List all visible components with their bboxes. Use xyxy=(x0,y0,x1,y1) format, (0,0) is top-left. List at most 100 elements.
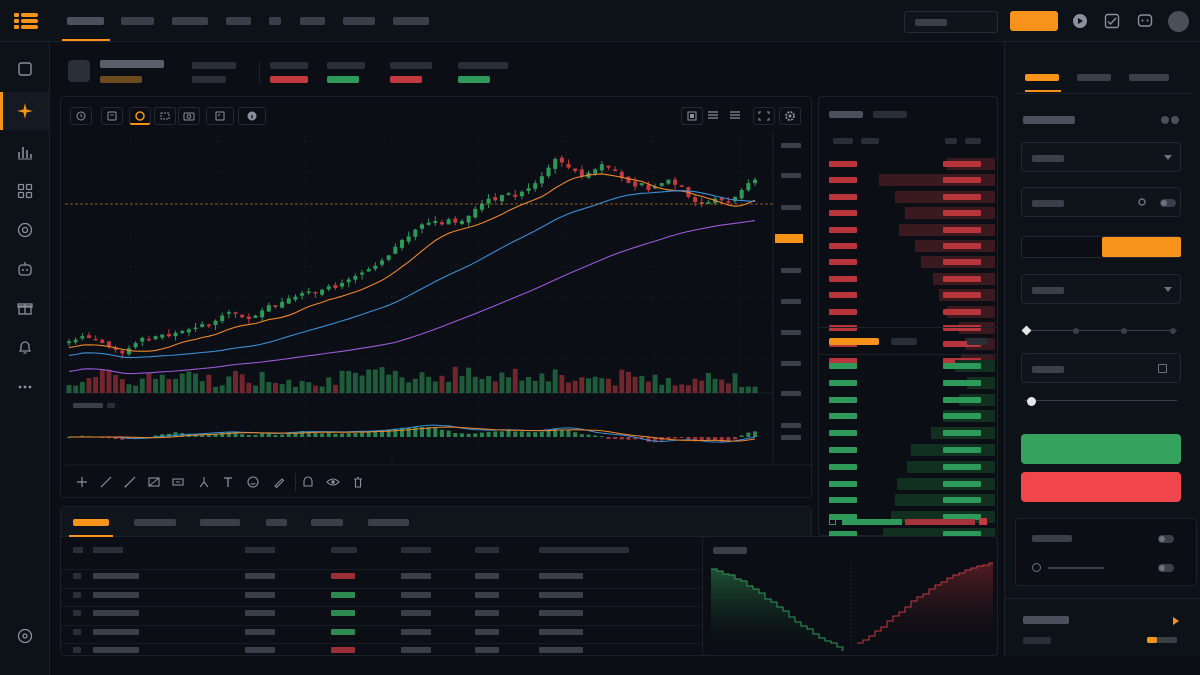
orderbook-title[interactable] xyxy=(829,111,863,118)
ask-row[interactable] xyxy=(819,190,997,203)
order-tab-market[interactable] xyxy=(1077,74,1111,81)
trash-icon[interactable] xyxy=(351,475,365,489)
nav-tab-8[interactable] xyxy=(393,17,429,25)
chart-menu-button[interactable] xyxy=(725,107,747,125)
nav-tab-2[interactable] xyxy=(121,17,154,25)
chart-panel[interactable] xyxy=(60,96,813,498)
measure-icon[interactable] xyxy=(171,475,185,489)
side-active-segment[interactable] xyxy=(1102,237,1181,257)
table-row[interactable] xyxy=(61,624,701,635)
ask-row[interactable] xyxy=(819,158,997,170)
table-row[interactable] xyxy=(61,606,701,616)
logo-icon[interactable] xyxy=(14,13,38,29)
bell-icon[interactable] xyxy=(17,339,33,355)
orders-tab-open[interactable] xyxy=(73,519,109,526)
margin-mode-select[interactable] xyxy=(1021,142,1181,172)
nav-tab-3[interactable] xyxy=(172,17,208,25)
table-row[interactable] xyxy=(61,643,701,653)
ray-icon[interactable] xyxy=(123,475,137,489)
slider-handle[interactable] xyxy=(1027,397,1036,406)
toggle-switch[interactable] xyxy=(1158,564,1174,572)
bid-row[interactable] xyxy=(819,376,997,389)
chart-settings-button[interactable] xyxy=(779,107,801,125)
more-icon[interactable] xyxy=(17,379,33,395)
fork-icon[interactable] xyxy=(197,475,211,489)
ask-row[interactable] xyxy=(819,305,997,318)
pencil-icon[interactable] xyxy=(272,475,286,489)
toggle-switch[interactable] xyxy=(1160,199,1176,207)
slider-mark[interactable] xyxy=(1170,328,1176,334)
leverage-slider[interactable] xyxy=(1021,325,1181,336)
orders-tab-5[interactable] xyxy=(311,519,343,526)
buy-button[interactable] xyxy=(1021,434,1181,464)
spread-more[interactable] xyxy=(967,338,987,345)
bid-row[interactable] xyxy=(819,393,997,406)
emoji-icon[interactable] xyxy=(246,475,260,489)
nav-tab-7[interactable] xyxy=(343,17,375,25)
order-tab-limit[interactable] xyxy=(1025,74,1059,81)
crosshair-icon[interactable] xyxy=(75,475,89,489)
bot-icon[interactable] xyxy=(17,261,33,277)
bid-row[interactable] xyxy=(819,444,997,456)
ask-row[interactable] xyxy=(819,223,997,236)
amount-field[interactable] xyxy=(1021,353,1181,383)
orders-tab-6[interactable] xyxy=(368,519,409,526)
chart-list-button[interactable] xyxy=(703,107,725,125)
chart-layout-button[interactable] xyxy=(681,107,703,125)
chat-icon[interactable] xyxy=(1137,13,1153,29)
nav-tab-5[interactable] xyxy=(269,17,281,25)
ask-row[interactable] xyxy=(819,289,997,302)
slider-mark[interactable] xyxy=(1121,328,1127,334)
ask-row[interactable] xyxy=(819,272,997,285)
chart-toolbar-compare[interactable] xyxy=(154,107,176,125)
grid-icon[interactable] xyxy=(17,183,33,199)
pair-name[interactable] xyxy=(100,60,164,68)
unit-icon[interactable] xyxy=(1158,364,1167,373)
search-input[interactable] xyxy=(904,11,998,33)
ask-row[interactable] xyxy=(819,207,997,220)
bar-chart-icon[interactable] xyxy=(17,144,33,160)
magnet-icon[interactable] xyxy=(301,475,315,489)
option-icon[interactable] xyxy=(1032,563,1041,572)
settings-icon[interactable] xyxy=(17,628,33,644)
trendline-icon[interactable] xyxy=(99,475,113,489)
avatar[interactable] xyxy=(1168,11,1189,32)
gift-icon[interactable] xyxy=(17,300,33,316)
rectangle-icon[interactable] xyxy=(147,475,161,489)
dot-icon[interactable] xyxy=(1161,116,1169,124)
nav-tab-6[interactable] xyxy=(300,17,325,25)
ask-row[interactable] xyxy=(819,240,997,252)
chart-toolbar-candles[interactable] xyxy=(101,107,123,125)
bid-row[interactable] xyxy=(819,460,997,473)
amount-slider[interactable] xyxy=(1021,397,1181,406)
nav-tab-1[interactable] xyxy=(67,17,104,25)
orders-tab-3[interactable] xyxy=(200,519,240,526)
ask-row[interactable] xyxy=(819,174,997,187)
square-icon[interactable] xyxy=(17,61,33,77)
table-row[interactable] xyxy=(61,587,701,598)
table-row[interactable] xyxy=(61,569,701,579)
toggle-switch[interactable] xyxy=(1158,535,1174,543)
chart-toolbar-template[interactable] xyxy=(206,107,234,125)
order-tab-stop[interactable] xyxy=(1129,74,1169,81)
price-type-select[interactable] xyxy=(1021,274,1181,304)
slider-mark[interactable] xyxy=(1073,328,1079,334)
nav-tab-4[interactable] xyxy=(226,17,251,25)
ask-row[interactable] xyxy=(819,322,997,334)
chart-toolbar-info[interactable] xyxy=(238,107,266,125)
target-icon[interactable] xyxy=(17,222,33,238)
dot-icon[interactable] xyxy=(1171,116,1179,124)
fullscreen-button[interactable] xyxy=(753,107,775,125)
slider-handle[interactable] xyxy=(1021,325,1032,336)
ask-row[interactable] xyxy=(819,256,997,269)
bid-row[interactable] xyxy=(819,427,997,440)
sell-button[interactable] xyxy=(1021,472,1181,502)
eye-icon[interactable] xyxy=(326,475,340,489)
trades-tab[interactable] xyxy=(873,111,907,118)
orders-tab-2[interactable] xyxy=(134,519,176,526)
bid-row[interactable] xyxy=(819,360,997,372)
play-circle-icon[interactable] xyxy=(1072,13,1088,29)
chart-toolbar-indicator[interactable] xyxy=(129,107,151,125)
bid-row[interactable] xyxy=(819,410,997,423)
sparkle-icon[interactable] xyxy=(17,103,33,119)
